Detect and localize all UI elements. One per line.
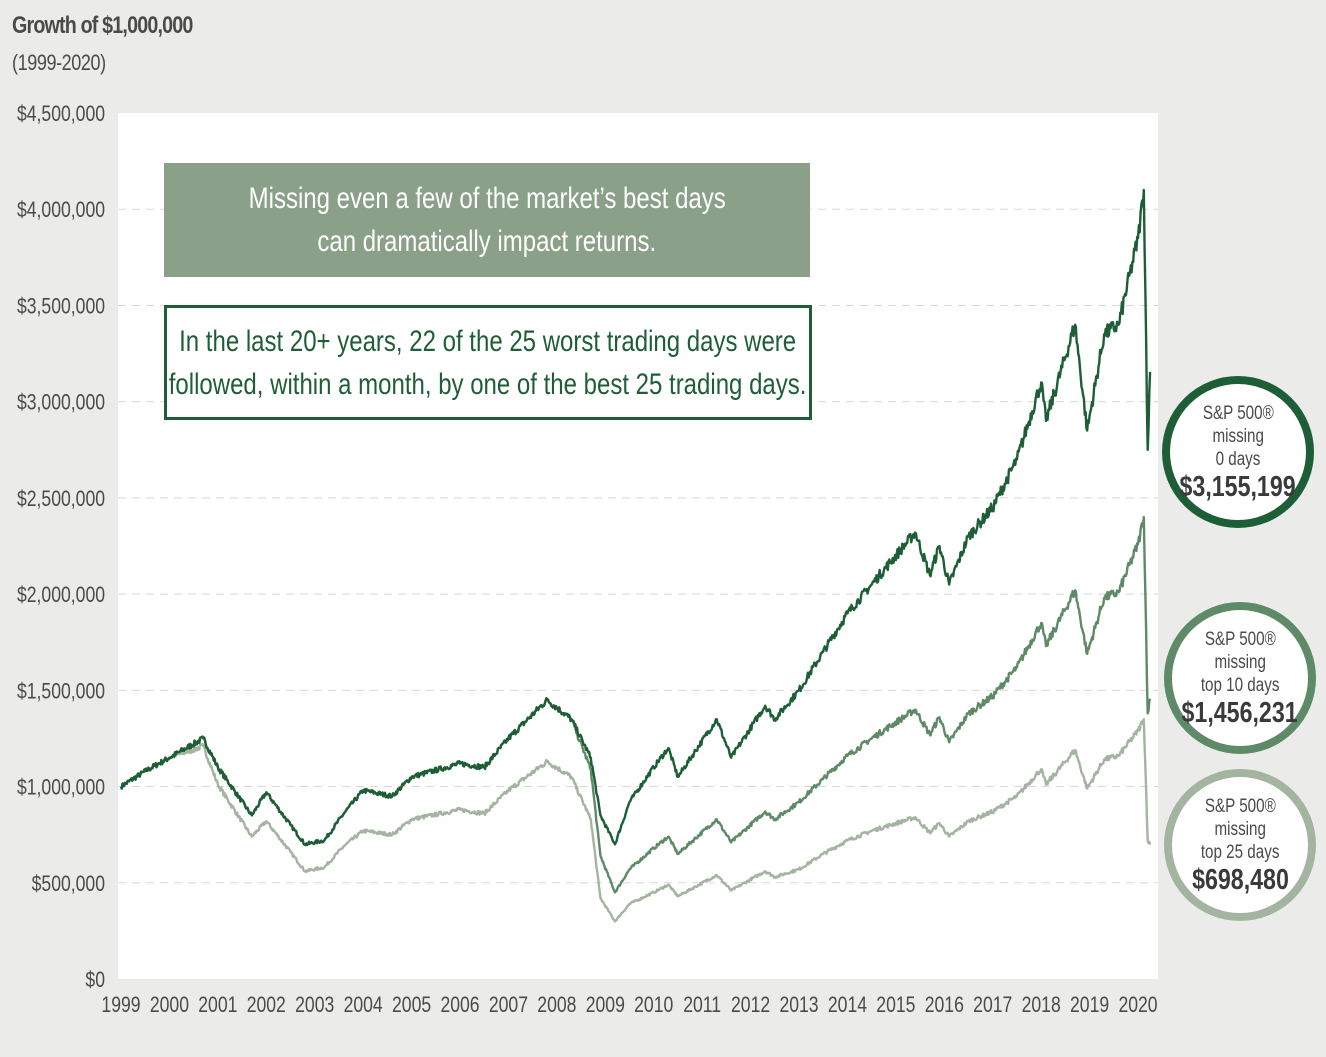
x-tick-label: 2004 [344, 993, 383, 1017]
annotation-line: followed, within a month, by one of the … [169, 367, 807, 401]
callout-label: 0 days [1215, 448, 1261, 470]
x-tick-label: 2013 [779, 993, 818, 1017]
x-tick-label: 2020 [1118, 993, 1157, 1017]
callout-label: S&P 500® [1204, 795, 1276, 817]
x-tick-label: 2010 [634, 993, 673, 1017]
x-tick-label: 2000 [150, 993, 189, 1017]
x-tick-label: 2018 [1022, 993, 1061, 1017]
chart-title: Growth of $1,000,000 [12, 12, 193, 39]
callout-value: $3,155,199 [1179, 470, 1297, 503]
x-tick-label: 2015 [876, 993, 915, 1017]
x-tick-label: 2009 [586, 993, 625, 1017]
callout-value: $1,456,231 [1181, 696, 1299, 729]
chart-subtitle: (1999-2020) [12, 50, 106, 75]
x-tick-label: 2002 [247, 993, 286, 1017]
x-tick-label: 2011 [683, 993, 721, 1017]
y-tick-label: $1,500,000 [17, 680, 105, 704]
y-tick-label: $0 [85, 968, 105, 992]
x-tick-label: 2006 [440, 993, 479, 1017]
y-tick-label: $3,000,000 [17, 391, 105, 415]
y-tick-label: $2,000,000 [17, 583, 105, 607]
x-tick-label: 2005 [392, 993, 431, 1017]
x-tick-label: 2007 [489, 993, 528, 1017]
annotation-line: Missing even a few of the market’s best … [248, 182, 726, 215]
series-line [119, 718, 1152, 923]
callout-label: top 25 days [1200, 841, 1280, 863]
y-tick-label: $500,000 [32, 872, 105, 896]
callout-label: S&P 500® [1204, 628, 1276, 650]
x-tick-label: 2014 [828, 993, 867, 1017]
x-tick-label: 2017 [973, 993, 1012, 1017]
series-line [119, 188, 1152, 847]
callout-label: missing [1214, 651, 1266, 673]
x-tick-label: 2012 [731, 993, 770, 1017]
x-tick-label: 2016 [925, 993, 964, 1017]
callout-value: $698,480 [1191, 863, 1289, 896]
callout-missing-top-10-days: S&P 500® missing top 10 days $1,456,231 [1164, 602, 1316, 754]
x-tick-label: 2008 [537, 993, 576, 1017]
y-tick-label: $3,500,000 [17, 295, 105, 319]
callout-missing-0-days: S&P 500® missing 0 days $3,155,199 [1162, 376, 1314, 528]
callout-label: missing [1212, 425, 1264, 447]
x-tick-label: 1999 [101, 993, 140, 1017]
x-tick-label: 2019 [1070, 993, 1109, 1017]
annotation-best-days: Missing even a few of the market’s best … [164, 163, 810, 277]
x-tick-label: 2003 [295, 993, 334, 1017]
y-tick-label: $2,500,000 [17, 487, 105, 511]
y-tick-label: $1,000,000 [17, 776, 105, 800]
y-tick-label: $4,500,000 [17, 102, 105, 126]
callout-missing-top-25-days: S&P 500® missing top 25 days $698,480 [1164, 769, 1316, 921]
y-tick-label: $4,000,000 [17, 198, 105, 222]
x-tick-label: 2001 [198, 993, 237, 1017]
annotation-line: In the last 20+ years, 22 of the 25 wors… [179, 324, 797, 358]
callout-label: S&P 500® [1202, 402, 1274, 424]
callout-label: top 10 days [1200, 674, 1280, 696]
annotation-line: can dramatically impact returns. [317, 225, 657, 258]
callout-label: missing [1214, 818, 1266, 840]
annotation-worst-days: In the last 20+ years, 22 of the 25 wors… [164, 305, 812, 420]
